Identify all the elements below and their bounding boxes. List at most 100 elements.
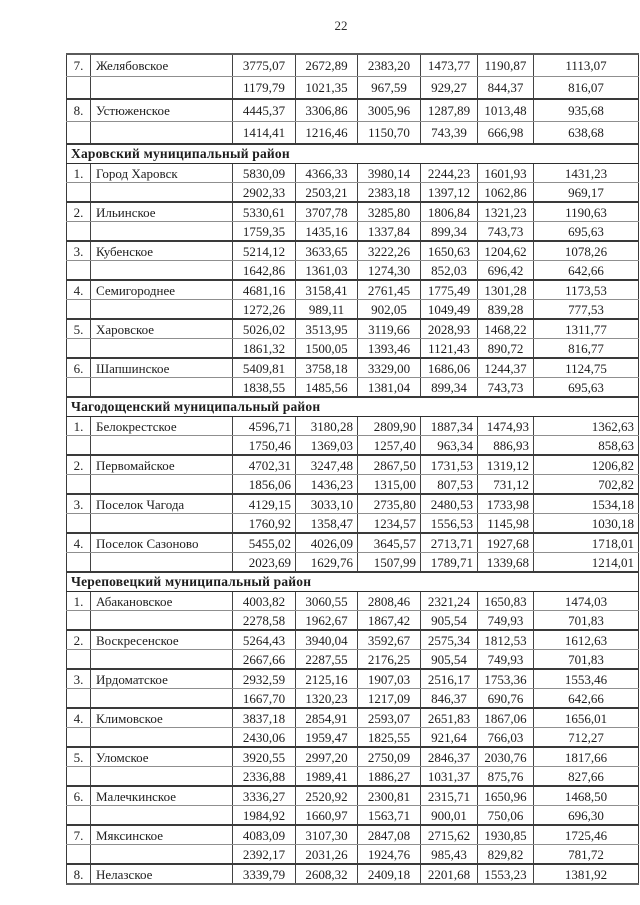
row-number-cell <box>66 727 91 748</box>
settlement-name-cell: Устюженское <box>90 99 233 122</box>
value-cell: 2287,55 <box>295 649 358 670</box>
value-cell: 1206,82 <box>533 455 639 475</box>
table-row: 1. Белокрестское 4596,71 3180,28 2809,90 1887… <box>66 416 639 436</box>
value-cell: 807,53 <box>420 474 478 495</box>
row-number-cell: 7. <box>66 54 91 77</box>
value-cell: 846,37 <box>420 688 478 709</box>
value-cell: 743,39 <box>420 121 478 145</box>
value-cell: 638,68 <box>533 121 639 145</box>
value-cell: 1930,85 <box>477 825 534 845</box>
value-cell: 2201,68 <box>420 864 478 885</box>
value-cell: 1362,63 <box>533 416 639 436</box>
value-cell: 2608,32 <box>295 864 358 885</box>
value-cell: 3222,26 <box>357 241 421 261</box>
value-cell: 3329,00 <box>357 358 421 378</box>
value-cell: 2315,71 <box>420 786 478 806</box>
table-row: 4. Климовское 3837,18 2854,91 2593,07 2651,83… <box>66 708 639 728</box>
value-cell: 1656,01 <box>533 708 639 728</box>
value-cell: 1381,04 <box>357 377 421 398</box>
value-cell: 743,73 <box>477 221 534 242</box>
value-cell: 2932,59 <box>232 669 296 689</box>
value-cell: 701,83 <box>533 610 639 631</box>
settlement-name-cell <box>90 688 233 709</box>
value-cell: 3107,30 <box>295 825 358 845</box>
value-cell: 5455,02 <box>232 533 296 553</box>
value-cell: 1124,75 <box>533 358 639 378</box>
value-cell: 816,77 <box>533 338 639 359</box>
settlement-name-cell: Белокрестское <box>90 416 233 436</box>
table-row: 3. Ирдоматское 2932,59 2125,16 1907,03 2516,1… <box>66 669 639 689</box>
settlement-name-cell: Ирдоматское <box>90 669 233 689</box>
value-cell: 1320,23 <box>295 688 358 709</box>
row-number-cell: 6. <box>66 358 91 378</box>
value-cell: 3633,65 <box>295 241 358 261</box>
value-cell: 3158,41 <box>295 280 358 300</box>
value-cell: 1867,06 <box>477 708 534 728</box>
row-number-cell <box>66 552 91 573</box>
value-cell: 1806,84 <box>420 202 478 222</box>
settlement-name-cell <box>90 76 233 100</box>
row-number-cell: 3. <box>66 241 91 261</box>
value-cell: 905,54 <box>420 649 478 670</box>
value-cell: 1204,62 <box>477 241 534 261</box>
value-cell: 1021,35 <box>295 76 358 100</box>
settlement-name-cell <box>90 766 233 787</box>
value-cell: 1468,50 <box>533 786 639 806</box>
settlement-name-cell: Город Харовск <box>90 163 233 183</box>
value-cell: 3247,48 <box>295 455 358 475</box>
row-number-cell: 8. <box>66 99 91 122</box>
table-row: 1667,70 1320,23 1217,09 846,37 690,76 642,66 <box>66 688 639 709</box>
value-cell: 2575,34 <box>420 630 478 650</box>
value-cell: 2030,76 <box>477 747 534 767</box>
value-cell: 1553,23 <box>477 864 534 885</box>
value-cell: 1817,66 <box>533 747 639 767</box>
value-cell: 1861,32 <box>232 338 296 359</box>
table-row: 7. Мяксинское 4083,09 3107,30 2847,08 2715,62… <box>66 825 639 845</box>
value-cell: 1725,46 <box>533 825 639 845</box>
value-cell: 666,98 <box>477 121 534 145</box>
value-cell: 2516,17 <box>420 669 478 689</box>
value-cell: 3775,07 <box>232 54 296 77</box>
value-cell: 4003,82 <box>232 591 296 611</box>
value-cell: 3119,66 <box>357 319 421 339</box>
value-cell: 2672,89 <box>295 54 358 77</box>
table-row: 1838,55 1485,56 1381,04 899,34 743,73 695,63 <box>66 377 639 398</box>
row-number-cell <box>66 610 91 631</box>
settlement-name-cell: Климовское <box>90 708 233 728</box>
table-row: 6. Шапшинское 5409,81 3758,18 3329,00 1686,06… <box>66 358 639 378</box>
value-cell: 3837,18 <box>232 708 296 728</box>
section-header-cell: Харовский муниципальный район <box>66 143 639 164</box>
value-cell: 766,03 <box>477 727 534 748</box>
row-number-cell: 5. <box>66 747 91 767</box>
value-cell: 1113,07 <box>533 54 639 77</box>
row-number-cell <box>66 299 91 320</box>
value-cell: 4083,09 <box>232 825 296 845</box>
table-row: 2392,17 2031,26 1924,76 985,43 829,82 781,72 <box>66 844 639 865</box>
settlement-name-cell: Семигороднее <box>90 280 233 300</box>
value-cell: 3339,79 <box>232 864 296 885</box>
value-cell: 1190,87 <box>477 54 534 77</box>
row-number-cell <box>66 338 91 359</box>
value-cell: 3336,27 <box>232 786 296 806</box>
value-cell: 902,05 <box>357 299 421 320</box>
value-cell: 5026,02 <box>232 319 296 339</box>
value-cell: 695,63 <box>533 377 639 398</box>
value-cell: 4702,31 <box>232 455 296 475</box>
value-cell: 2667,66 <box>232 649 296 670</box>
value-cell: 1927,68 <box>477 533 534 553</box>
value-cell: 1989,41 <box>295 766 358 787</box>
value-cell: 921,64 <box>420 727 478 748</box>
report-table: 7. Желябовское 3775,07 2672,89 2383,20 1473,7… <box>66 53 639 885</box>
value-cell: 2176,25 <box>357 649 421 670</box>
value-cell: 3645,57 <box>357 533 421 553</box>
value-cell: 967,59 <box>357 76 421 100</box>
value-cell: 1234,57 <box>357 513 421 534</box>
row-number-cell: 4. <box>66 533 91 553</box>
value-cell: 1287,89 <box>420 99 478 122</box>
value-cell: 1272,26 <box>232 299 296 320</box>
table-row: 8. Нелазское 3339,79 2608,32 2409,18 2201,68 1… <box>66 864 639 885</box>
value-cell: 2383,20 <box>357 54 421 77</box>
value-cell: 1319,12 <box>477 455 534 475</box>
value-cell: 905,54 <box>420 610 478 631</box>
value-cell: 5409,81 <box>232 358 296 378</box>
